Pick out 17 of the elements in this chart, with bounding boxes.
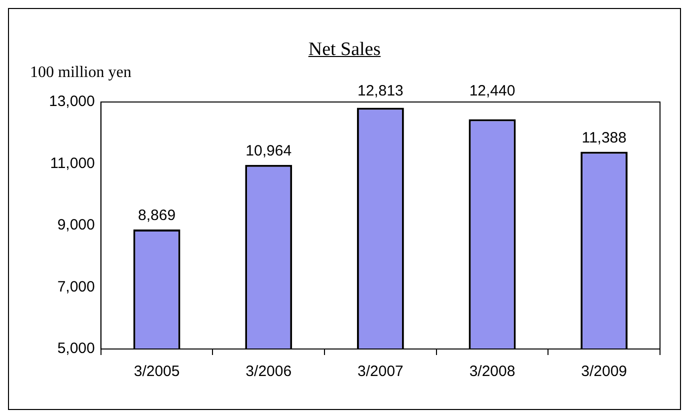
y-tick-label: 5,000 [57,340,95,358]
chart-title: Net Sales [308,39,381,60]
data-label: 12,813 [357,82,404,100]
y-axis-title: 100 million yen [30,64,132,82]
y-tick-label: 9,000 [57,216,95,234]
y-tick-label: 11,000 [50,154,95,172]
data-label: 10,964 [246,142,292,160]
y-tick-label: 7,000 [57,278,95,296]
x-tick-label: 3/2007 [357,363,404,380]
data-label: 8,869 [138,207,176,224]
data-label: 12,440 [469,82,516,100]
y-tick-label: 13,000 [48,93,95,110]
x-tick-label: 3/2008 [469,363,516,380]
x-tick-label: 3/2005 [134,363,180,380]
x-tick-label: 3/2006 [246,363,292,380]
data-label: 11,388 [582,129,626,146]
x-tick-label: 3/2009 [581,363,628,380]
